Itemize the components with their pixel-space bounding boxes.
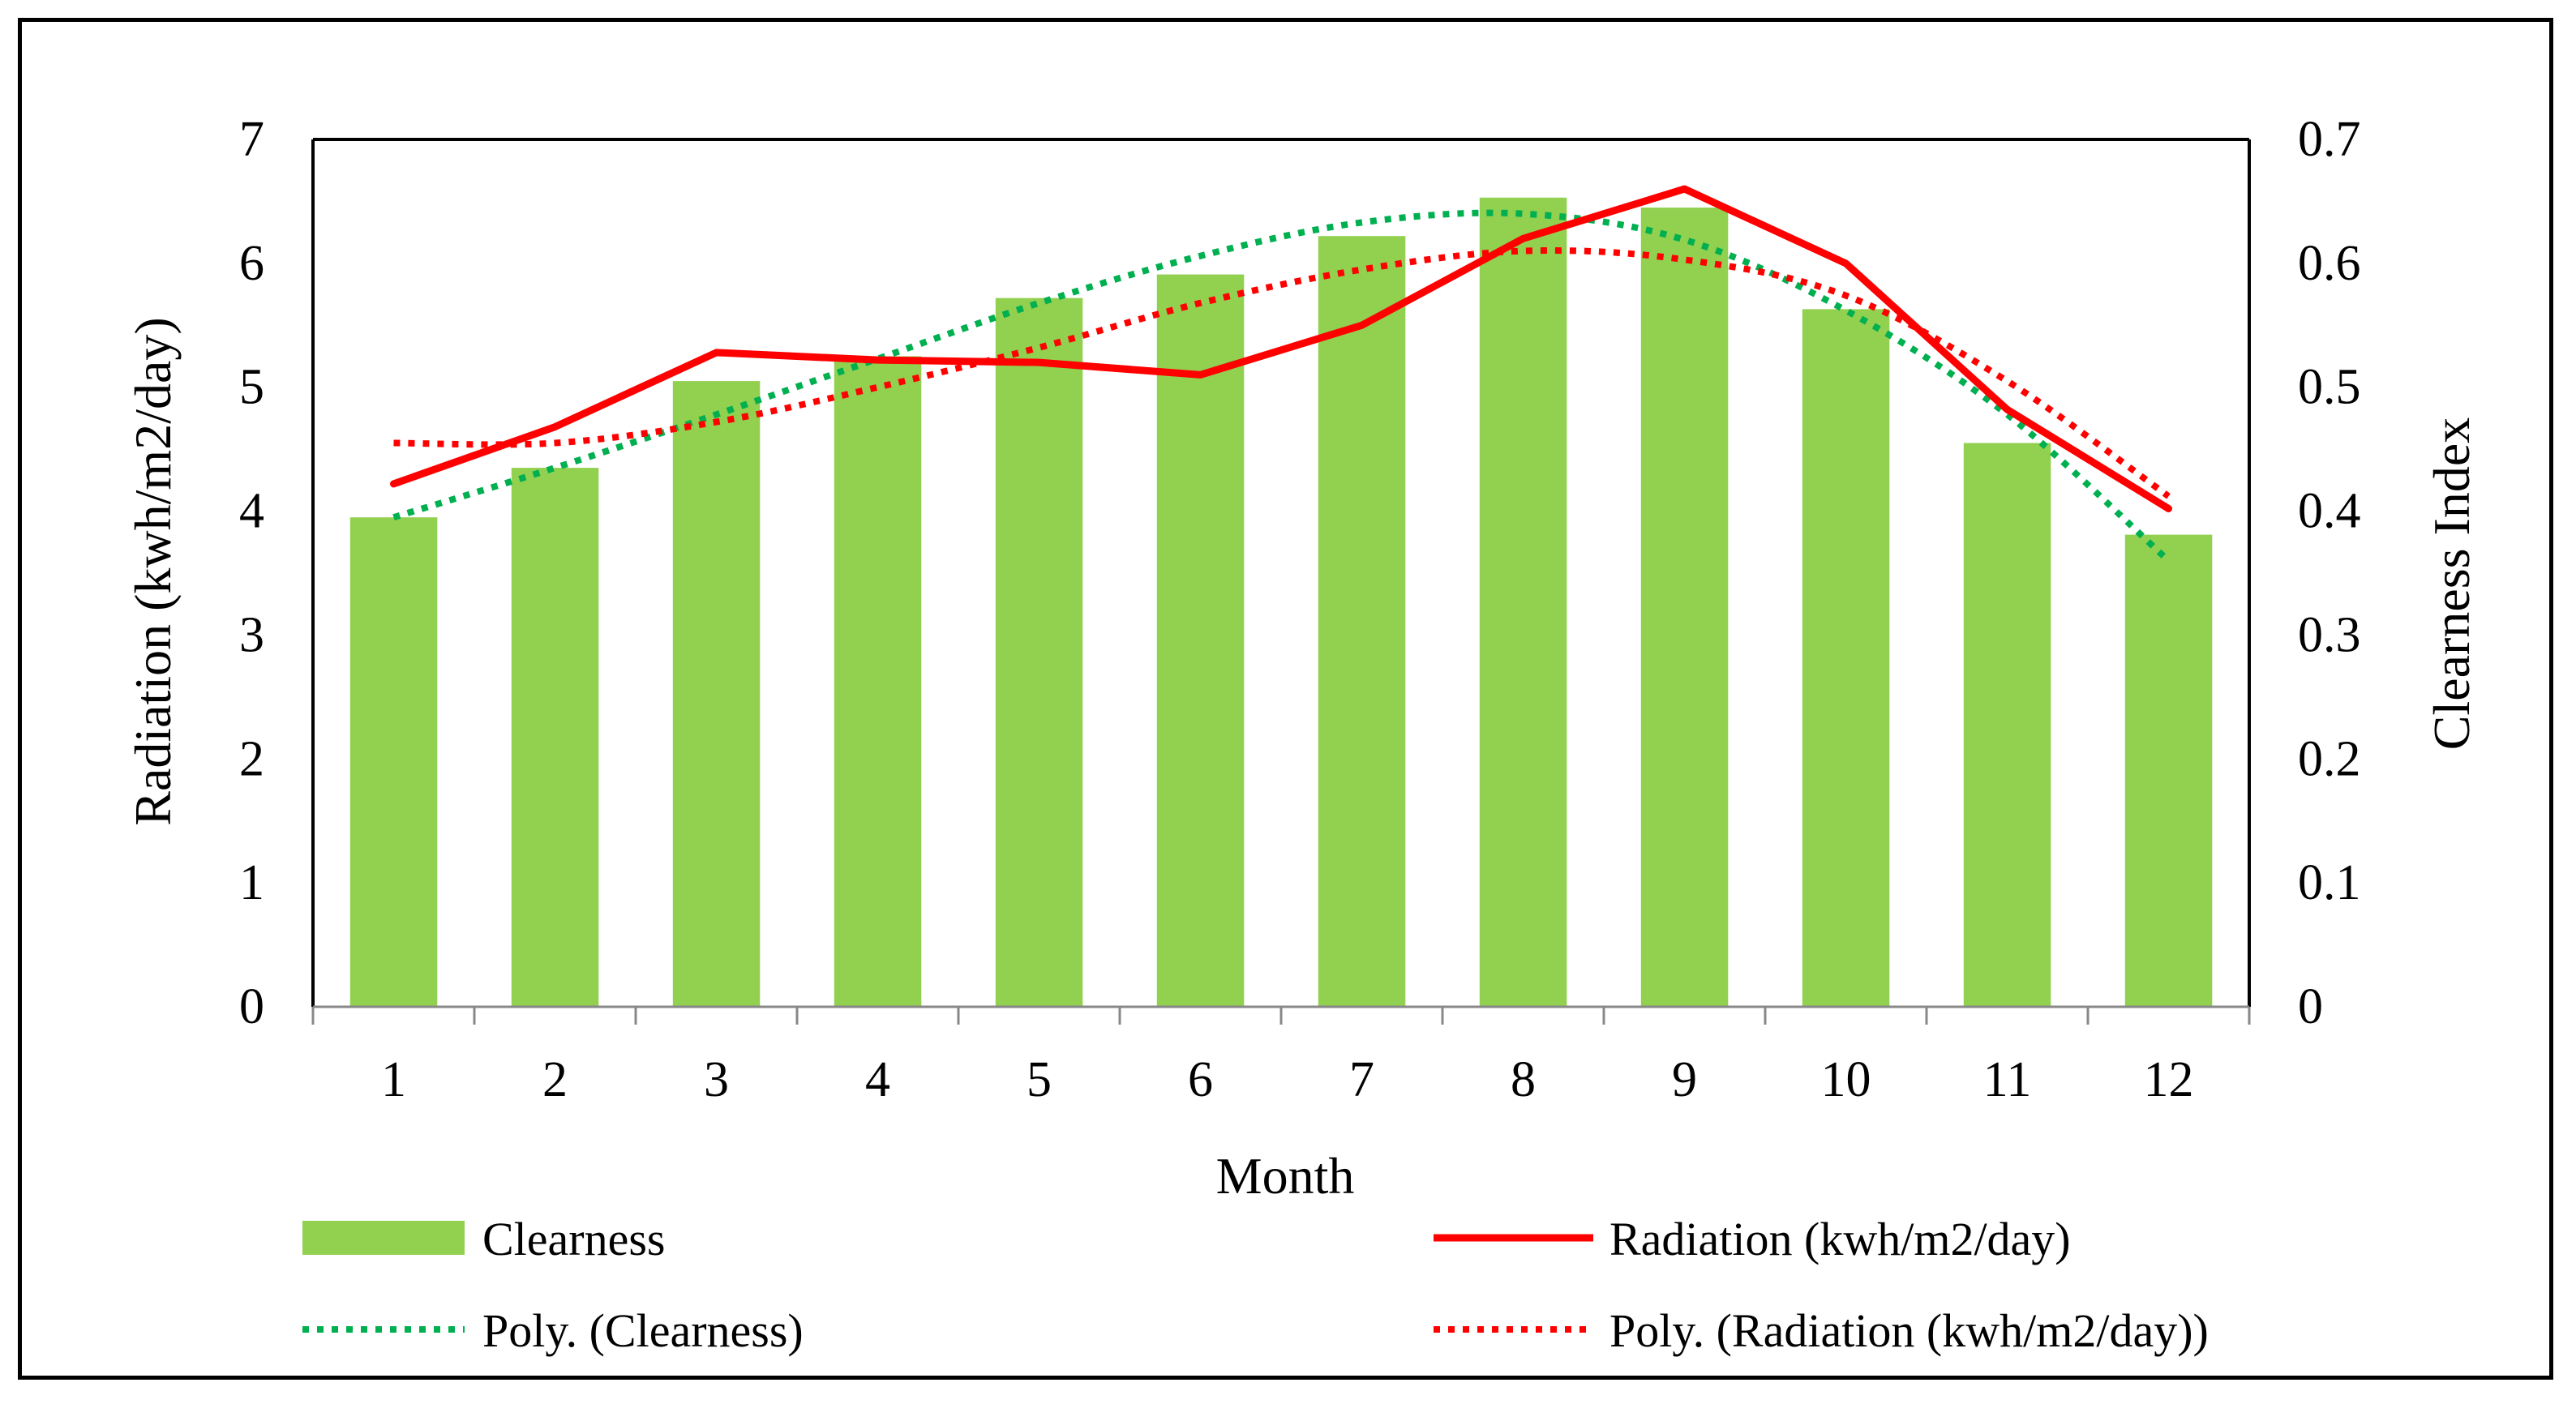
bar-clearness-2 [511, 468, 599, 1007]
trendline-poly-clearness [392, 209, 2171, 563]
trendline-poly-radiation [393, 247, 2171, 499]
legend: Clearness Radiation (kwh/m2/day) Poly. (… [302, 1213, 2209, 1357]
x-tick-label-9: 9 [1672, 1052, 1697, 1107]
y-tick-label: 1 [239, 855, 264, 910]
legend-label-clearness: Clearness [482, 1213, 666, 1265]
bar-clearness-7 [1318, 236, 1406, 1007]
x-tick-label-10: 10 [1821, 1052, 1871, 1107]
x-tick-label-4: 4 [865, 1052, 890, 1107]
bar-clearness-10 [1802, 309, 1890, 1007]
y2-tick-label: 0.2 [2298, 731, 2361, 786]
legend-label-poly-clearness: Poly. (Clearness) [482, 1304, 804, 1357]
x-tick-label-12: 12 [2144, 1052, 2194, 1107]
y-axis-title: Radiation (kwh/m2/day) [124, 317, 182, 825]
y-tick-label: 5 [239, 360, 264, 415]
y2-axis-title: Clearness Index [2423, 417, 2480, 751]
y2-tick-label: 0 [2298, 979, 2323, 1034]
bar-clearness-11 [1963, 443, 2051, 1007]
y2-tick-label: 0.7 [2298, 112, 2361, 167]
bar-clearness-4 [834, 356, 922, 1007]
y-tick-label: 7 [239, 112, 264, 167]
y-tick-label: 4 [239, 484, 264, 539]
y-tick-label: 6 [239, 236, 264, 291]
x-axis-title: Month [1216, 1147, 1355, 1205]
bar-clearness-5 [995, 297, 1083, 1007]
legend-label-poly-radiation: Poly. (Radiation (kwh/m2/day)) [1609, 1304, 2209, 1357]
x-tick-label-2: 2 [542, 1052, 568, 1107]
bar-clearness-9 [1640, 208, 1729, 1008]
bar-clearness-3 [672, 381, 761, 1008]
x-tick-label-5: 5 [1027, 1052, 1052, 1107]
x-tick-label-6: 6 [1188, 1052, 1213, 1107]
legend-swatch-clearness [302, 1221, 465, 1255]
x-tick-label-3: 3 [704, 1052, 729, 1107]
plot-area [349, 185, 2213, 1008]
y-tick-label: 2 [239, 731, 264, 786]
legend-label-radiation: Radiation (kwh/m2/day) [1609, 1213, 2071, 1265]
bar-clearness-12 [2124, 534, 2213, 1007]
y2-tick-label: 0.5 [2298, 360, 2361, 415]
axes: 1 2 3 4 5 6 7 8 9 10 11 120123456700.10.20.30.40.50… [239, 112, 2361, 1107]
bar-clearness-6 [1156, 274, 1245, 1008]
x-tick-label-7: 7 [1349, 1052, 1374, 1107]
x-tick-label-11: 11 [1983, 1052, 2032, 1107]
x-tick-label-1: 1 [381, 1052, 406, 1107]
y2-tick-label: 0.3 [2298, 607, 2361, 662]
bar-clearness-1 [349, 517, 438, 1007]
y-tick-label: 0 [239, 979, 264, 1034]
y2-tick-label: 0.4 [2298, 484, 2361, 539]
bar-clearness-8 [1479, 197, 1567, 1008]
y-tick-label: 3 [239, 607, 264, 662]
line-radiation [390, 185, 2172, 512]
y2-tick-label: 0.6 [2298, 236, 2361, 291]
x-tick-label-8: 8 [1511, 1052, 1536, 1107]
y2-tick-label: 0.1 [2298, 855, 2361, 910]
